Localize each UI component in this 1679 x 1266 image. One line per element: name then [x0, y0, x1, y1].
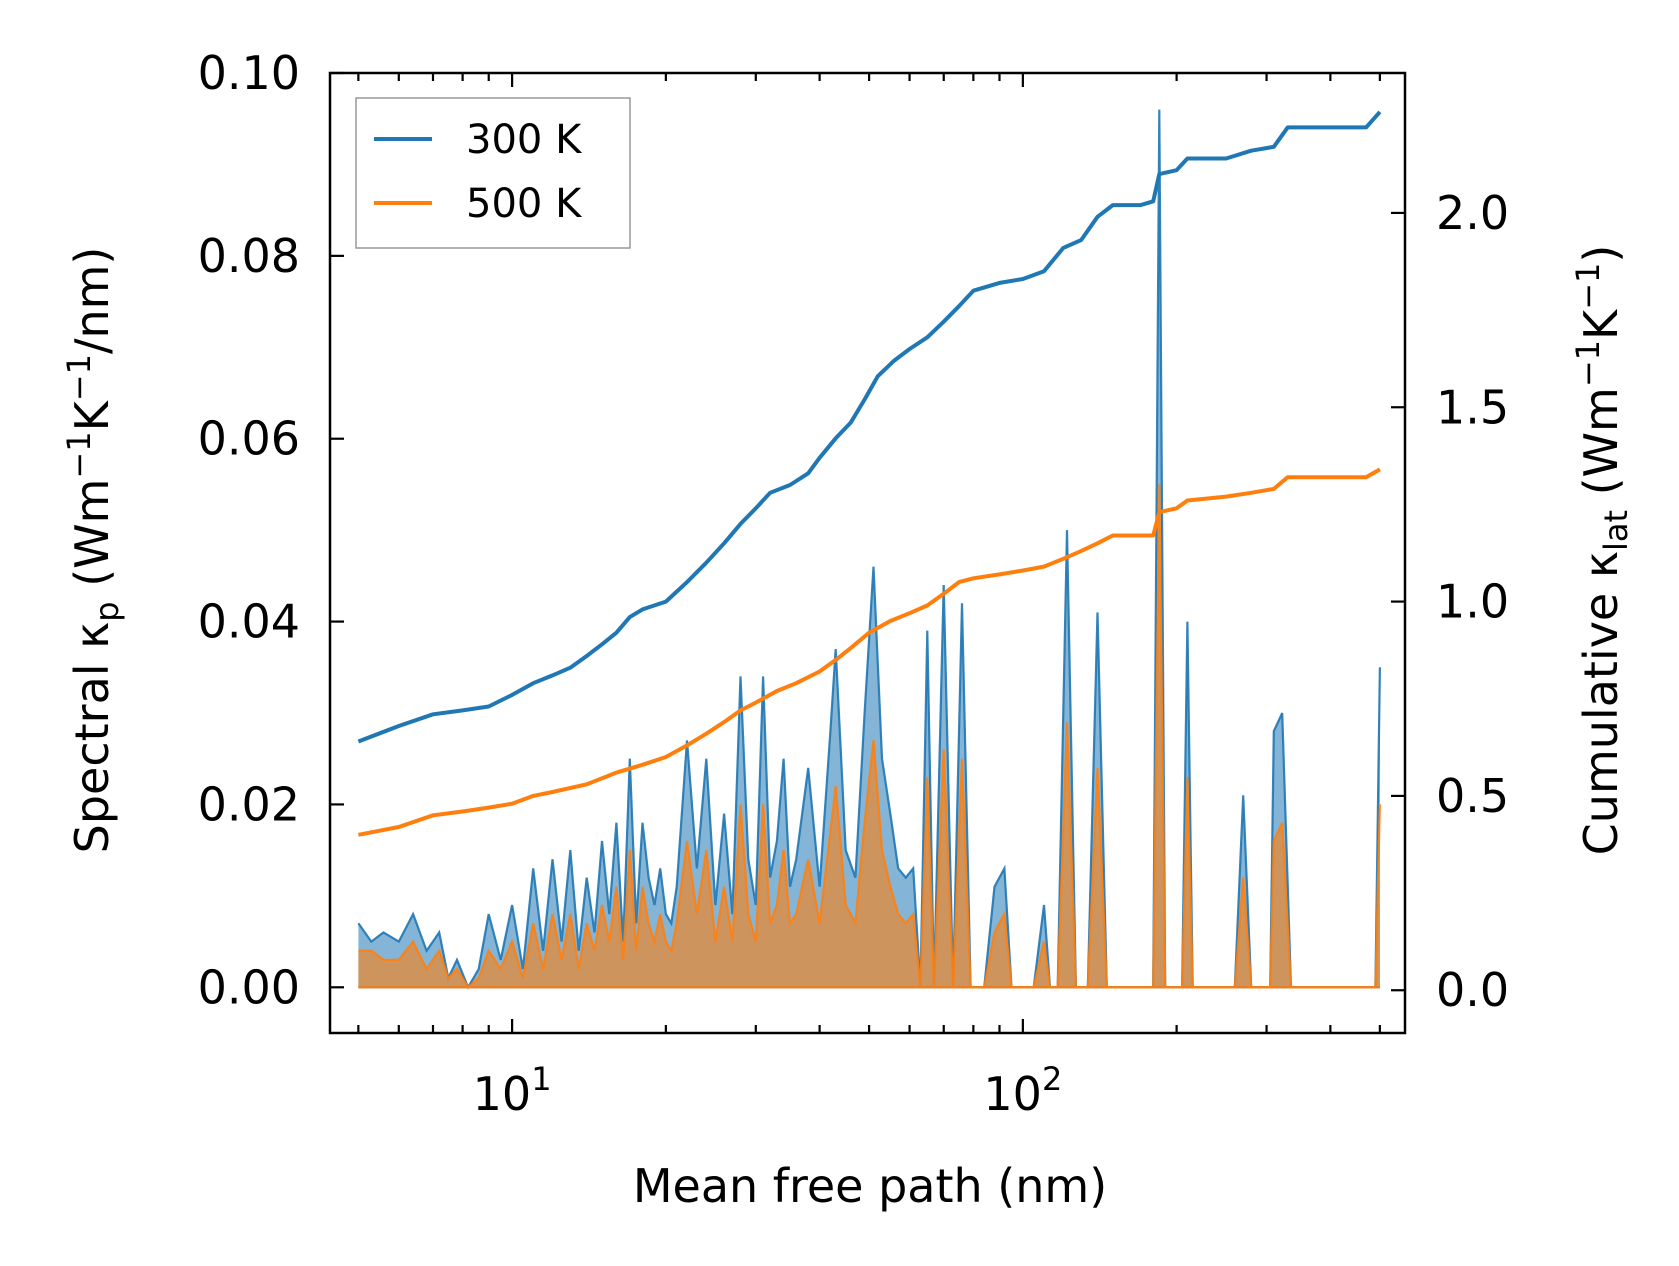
spectral-line-500k	[358, 484, 1381, 989]
cumulative-line-500k	[358, 467, 1381, 837]
x-tick-label: 102	[983, 1060, 1062, 1121]
y-right-tick-label: 0.0	[1436, 963, 1509, 1017]
legend-label-300k: 300 K	[466, 117, 583, 163]
y-right-tick-label: 1.5	[1436, 380, 1509, 434]
spectral-line-300k	[357, 109, 1381, 990]
x-tick-label: 101	[473, 1060, 552, 1121]
y-left-axis-label: Spectral κp (Wm−1K−1/nm)	[60, 247, 126, 854]
legend-box	[355, 97, 631, 249]
legend: 300 K 500 K	[355, 97, 631, 249]
plot-content	[357, 109, 1382, 990]
y-right-tick-label: 0.5	[1436, 769, 1509, 823]
cumulative-line-300k	[357, 110, 1382, 744]
y-left-tick-label: 0.10	[198, 46, 300, 100]
y-left-tick-label: 0.02	[198, 777, 300, 831]
spectral-fill-500k	[358, 484, 1380, 988]
ticks	[330, 71, 1405, 1033]
legend-label-500k: 500 K	[466, 181, 583, 227]
y-right-tick-label: 1.0	[1436, 575, 1509, 629]
y-left-tick-label: 0.04	[198, 595, 300, 649]
y-left-tick-label: 0.08	[198, 229, 300, 283]
y-left-tick-label: 0.06	[198, 412, 300, 466]
x-axis-label: Mean free path (nm)	[633, 1159, 1107, 1213]
labels: 101 102 0.00 0.02 0.04 0.06 0.08 0.10 0.0 0.5 1.0 1…	[198, 46, 1510, 1121]
plot-frame	[328, 71, 1407, 1035]
y-right-axis-label: Cumulative κlat (Wm−1K−1)	[1569, 245, 1635, 856]
y-right-tick-label: 2.0	[1436, 186, 1509, 240]
y-left-tick-label: 0.00	[198, 960, 300, 1014]
